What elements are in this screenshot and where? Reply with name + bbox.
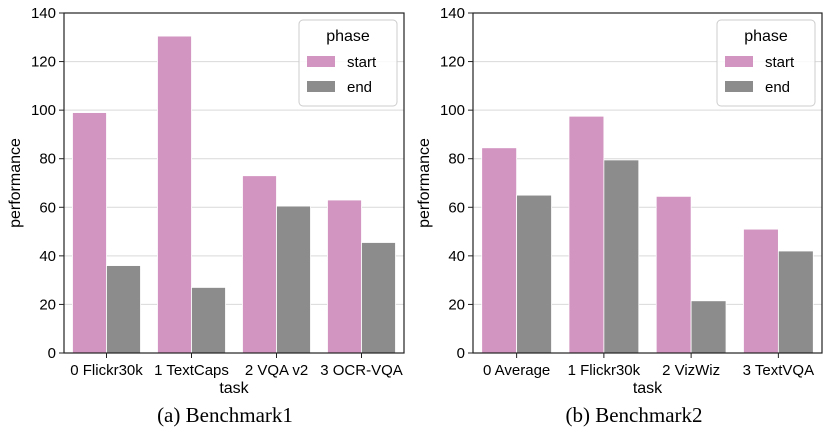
x-tick-label: 3 OCR-VQA [320,362,403,379]
legend-swatch-end [725,81,753,92]
y-tick-label: 120 [31,54,56,71]
x-axis-label: task [219,380,249,397]
x-tick-label: 2 VizWiz [662,362,720,379]
y-tick-label: 20 [448,296,465,313]
y-tick-label: 0 [48,345,56,362]
legend-label-start: start [765,54,795,71]
legend-swatch-start [725,56,753,67]
caption-benchmark1: (a) Benchmark1 [157,403,293,427]
legend-swatch-end [307,81,335,92]
y-tick-label: 100 [440,102,465,119]
legend-label-end: end [347,79,372,96]
legend-label-end: end [765,79,790,96]
bar-start [655,195,692,354]
bar-start [568,115,605,354]
bar-start [242,175,277,354]
bar-end [191,287,226,354]
y-tick-label: 140 [31,5,56,22]
bar-end [361,242,396,354]
legend-title: phase [326,28,370,45]
bar-end [603,159,640,354]
y-tick-label: 0 [457,345,465,362]
x-axis-label: task [633,380,663,397]
y-tick-label: 80 [39,151,56,168]
plot-frame [472,12,823,354]
bar-start [743,228,779,354]
x-tick-label: 3 TextVQA [743,362,814,379]
y-tick-label: 140 [440,5,465,22]
bar-end [777,250,814,354]
bar-end [106,265,141,354]
bar-end [690,300,727,354]
plot-frame [63,12,405,354]
y-tick-label: 80 [448,151,465,168]
legend-title: phase [744,28,788,45]
x-tick-label: 1 TextCaps [154,362,229,379]
x-tick-label: 0 Average [483,362,550,379]
y-tick-label: 120 [440,54,465,71]
bar-start [157,35,192,354]
y-tick-label: 100 [31,102,56,119]
bar-start [481,147,518,354]
legend-swatch-start [307,56,335,67]
x-tick-label: 1 Flickr30k [568,362,641,379]
y-tick-label: 40 [448,248,465,265]
chart-benchmark1: 0 20 40 60 80 100 120 140 0 Flickr30k 1 TextCaps 2… [7,5,405,397]
bar-end [516,194,552,354]
caption-benchmark2: (b) Benchmark2 [565,403,703,427]
legend-label-start: start [347,54,377,71]
chart-benchmark2: 0 20 40 60 80 100 120 140 0 Average 1 Flickr30k 2 … [416,5,823,397]
y-tick-label: 60 [448,199,465,216]
y-tick-label: 20 [39,296,56,313]
x-tick-label: 2 VQA v2 [245,362,308,379]
y-axis-label: performance [416,138,433,228]
bar-start [327,199,362,354]
y-tick-label: 40 [39,248,56,265]
x-tick-label: 0 Flickr30k [70,362,143,379]
bar-end [276,205,311,354]
y-axis-label: performance [7,138,24,228]
y-tick-label: 60 [39,199,56,216]
bar-start [72,112,107,354]
